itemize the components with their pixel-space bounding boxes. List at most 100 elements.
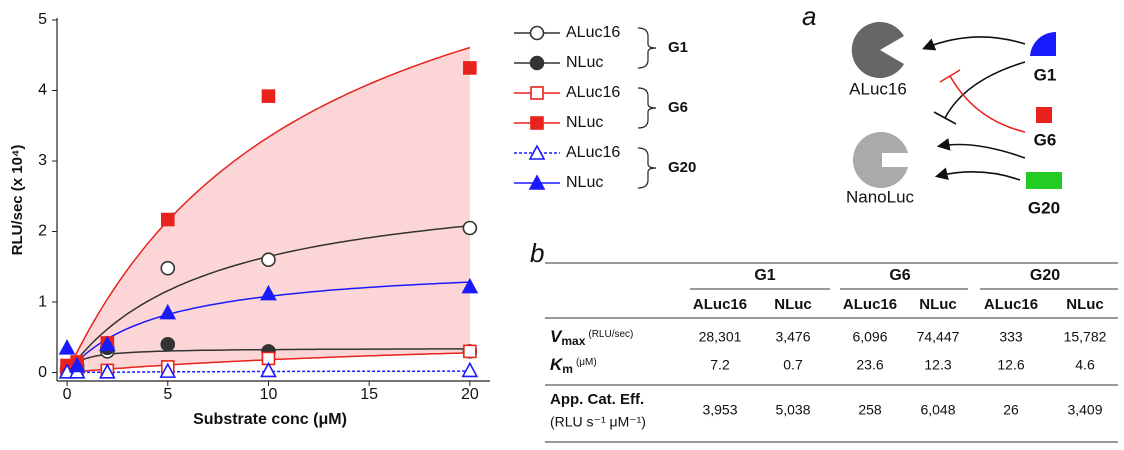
node-label: G20 <box>1028 198 1060 217</box>
table-column: ALuc16 <box>843 296 897 313</box>
node-label: NanoLuc <box>846 187 915 206</box>
legend-brace <box>637 27 657 69</box>
point <box>261 89 276 103</box>
y-tick-label: 5 <box>38 11 47 28</box>
nanoluc-icon <box>852 132 908 188</box>
table-group: G20 <box>1030 267 1060 284</box>
point <box>261 252 276 268</box>
legend-marker <box>529 55 545 71</box>
point <box>58 339 76 355</box>
legend-label: ALuc16 <box>566 84 620 101</box>
x-tick-label: 0 <box>63 386 72 403</box>
y-tick-label: 1 <box>38 293 47 310</box>
legend-label: ALuc16 <box>566 24 620 41</box>
legend-marker <box>530 116 544 130</box>
table-cell: 333 <box>999 329 1023 345</box>
point <box>160 337 176 352</box>
aluc16-icon <box>851 22 904 79</box>
y-tick-label: 4 <box>38 82 47 99</box>
x-tick-label: 15 <box>360 386 378 403</box>
fit-curve <box>66 46 471 373</box>
legend-group: G6 <box>668 99 688 116</box>
row-label-part: (μM) <box>576 357 597 368</box>
row-label-part: V <box>550 327 563 346</box>
point <box>462 220 478 236</box>
legend-marker <box>530 86 544 100</box>
table-cell: 12.3 <box>924 357 951 373</box>
row-label-part: m <box>562 362 573 376</box>
point <box>461 361 479 378</box>
point <box>159 303 177 320</box>
table-cell: 26 <box>1003 402 1019 418</box>
point <box>260 284 277 301</box>
node-label: G6 <box>1034 130 1057 149</box>
point <box>463 61 477 75</box>
legend-label: NLuc <box>566 174 603 191</box>
row-unit: (RLU s⁻¹ μM⁻¹) <box>550 414 646 430</box>
legend-label: NLuc <box>566 54 603 71</box>
table-cell: 3,476 <box>775 329 810 345</box>
y-tick-label: 0 <box>38 364 47 381</box>
table-cell: 15,782 <box>1064 329 1107 345</box>
table-cell: 0.7 <box>783 357 803 373</box>
point <box>260 361 277 378</box>
legend-group: G1 <box>668 39 688 56</box>
node-label: ALuc16 <box>849 79 907 98</box>
point <box>99 335 116 352</box>
y-tick-label: 2 <box>38 223 47 240</box>
row-label: Km(μM) <box>550 355 597 376</box>
g20-icon <box>1026 172 1062 189</box>
x-tick-label: 5 <box>163 386 172 403</box>
x-tick-label: 10 <box>260 386 278 403</box>
legend-marker <box>528 144 546 160</box>
table-column: NLuc <box>919 296 957 313</box>
row-label-part: max <box>561 334 585 348</box>
row-label: Vmax(RLU/sec) <box>550 327 633 348</box>
row-label-part: K <box>550 355 564 374</box>
table-cell: 23.6 <box>856 357 883 373</box>
g1-icon <box>1030 31 1056 56</box>
table-cell: 74,447 <box>917 329 960 345</box>
table-column: NLuc <box>774 296 812 313</box>
point <box>159 362 177 378</box>
g6-icon <box>1036 107 1052 123</box>
table-cell: 6,048 <box>920 402 955 418</box>
row-label: App. Cat. Eff. <box>550 391 644 408</box>
x-tick-label: 20 <box>461 386 479 403</box>
x-axis-label: Substrate conc (μM) <box>193 411 347 428</box>
table-cell: 5,038 <box>775 402 810 418</box>
arrows <box>922 36 1026 181</box>
point <box>68 356 86 373</box>
table-column: ALuc16 <box>984 296 1038 313</box>
table-cell: 12.6 <box>997 357 1024 373</box>
table-cell: 3,409 <box>1067 402 1102 418</box>
legend-brace <box>637 147 657 189</box>
legend-group: G20 <box>668 159 696 176</box>
table-cell: 7.2 <box>710 357 730 373</box>
point <box>99 363 116 379</box>
legend-label: ALuc16 <box>566 144 620 161</box>
table-cell: 258 <box>858 402 882 418</box>
table-column: ALuc16 <box>693 296 747 313</box>
row-label-part: (RLU/sec) <box>588 329 633 340</box>
point <box>160 260 176 276</box>
point <box>160 212 175 227</box>
legend-marker <box>528 174 546 190</box>
table-column: NLuc <box>1066 296 1104 313</box>
legend-brace <box>637 87 657 129</box>
table-group: G6 <box>889 267 910 284</box>
point <box>463 344 477 359</box>
legend-label: NLuc <box>566 114 603 131</box>
legend-marker <box>529 25 545 41</box>
panel-label: a <box>802 1 816 31</box>
table-cell: 4.6 <box>1075 357 1095 373</box>
table-cell: 6,096 <box>852 329 887 345</box>
node-label: G1 <box>1034 65 1057 84</box>
y-axis-label: RLU/sec (x 10⁴) <box>9 145 26 256</box>
panel-label: b <box>530 238 544 268</box>
table-cell: 28,301 <box>699 329 742 345</box>
table-group: G1 <box>754 267 775 284</box>
point <box>461 277 479 294</box>
table-cell: 3,953 <box>702 402 737 418</box>
